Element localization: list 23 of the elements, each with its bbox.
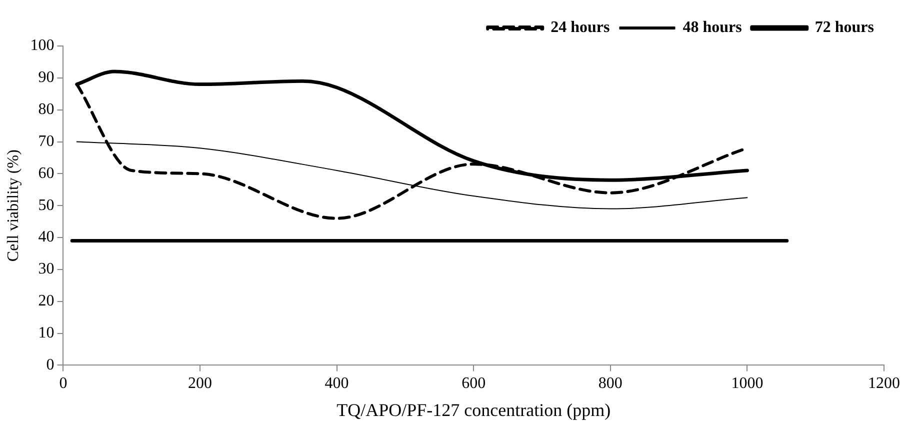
x-axis-title: TQ/APO/PF-127 concentration (ppm) bbox=[336, 400, 611, 420]
y-tick-label: 100 bbox=[30, 37, 54, 54]
y-tick-label: 40 bbox=[38, 228, 54, 246]
x-tick-label: 600 bbox=[462, 375, 486, 392]
y-tick-label: 30 bbox=[38, 260, 54, 278]
legend-label: 24 hours bbox=[550, 19, 610, 36]
x-tick-label: 0 bbox=[59, 375, 68, 392]
y-tick-label: 70 bbox=[38, 132, 54, 150]
y-axis-title: Cell viability (%) bbox=[4, 150, 22, 262]
legend-label: 72 hours bbox=[814, 19, 874, 36]
x-tick-label: 1000 bbox=[731, 375, 764, 392]
y-tick-label: 20 bbox=[38, 292, 54, 310]
y-tick-label: 90 bbox=[38, 69, 54, 86]
y-tick-label: 80 bbox=[38, 101, 54, 118]
x-tick-label: 1200 bbox=[868, 375, 900, 392]
x-tick-label: 800 bbox=[598, 375, 622, 392]
y-tick-label: 60 bbox=[38, 164, 54, 182]
y-tick-label: 10 bbox=[38, 324, 54, 342]
y-tick-label: 50 bbox=[38, 196, 54, 214]
y-tick-label: 0 bbox=[46, 356, 54, 374]
x-tick-label: 200 bbox=[188, 375, 212, 392]
legend-label: 48 hours bbox=[682, 19, 742, 36]
x-tick-label: 400 bbox=[324, 375, 349, 392]
